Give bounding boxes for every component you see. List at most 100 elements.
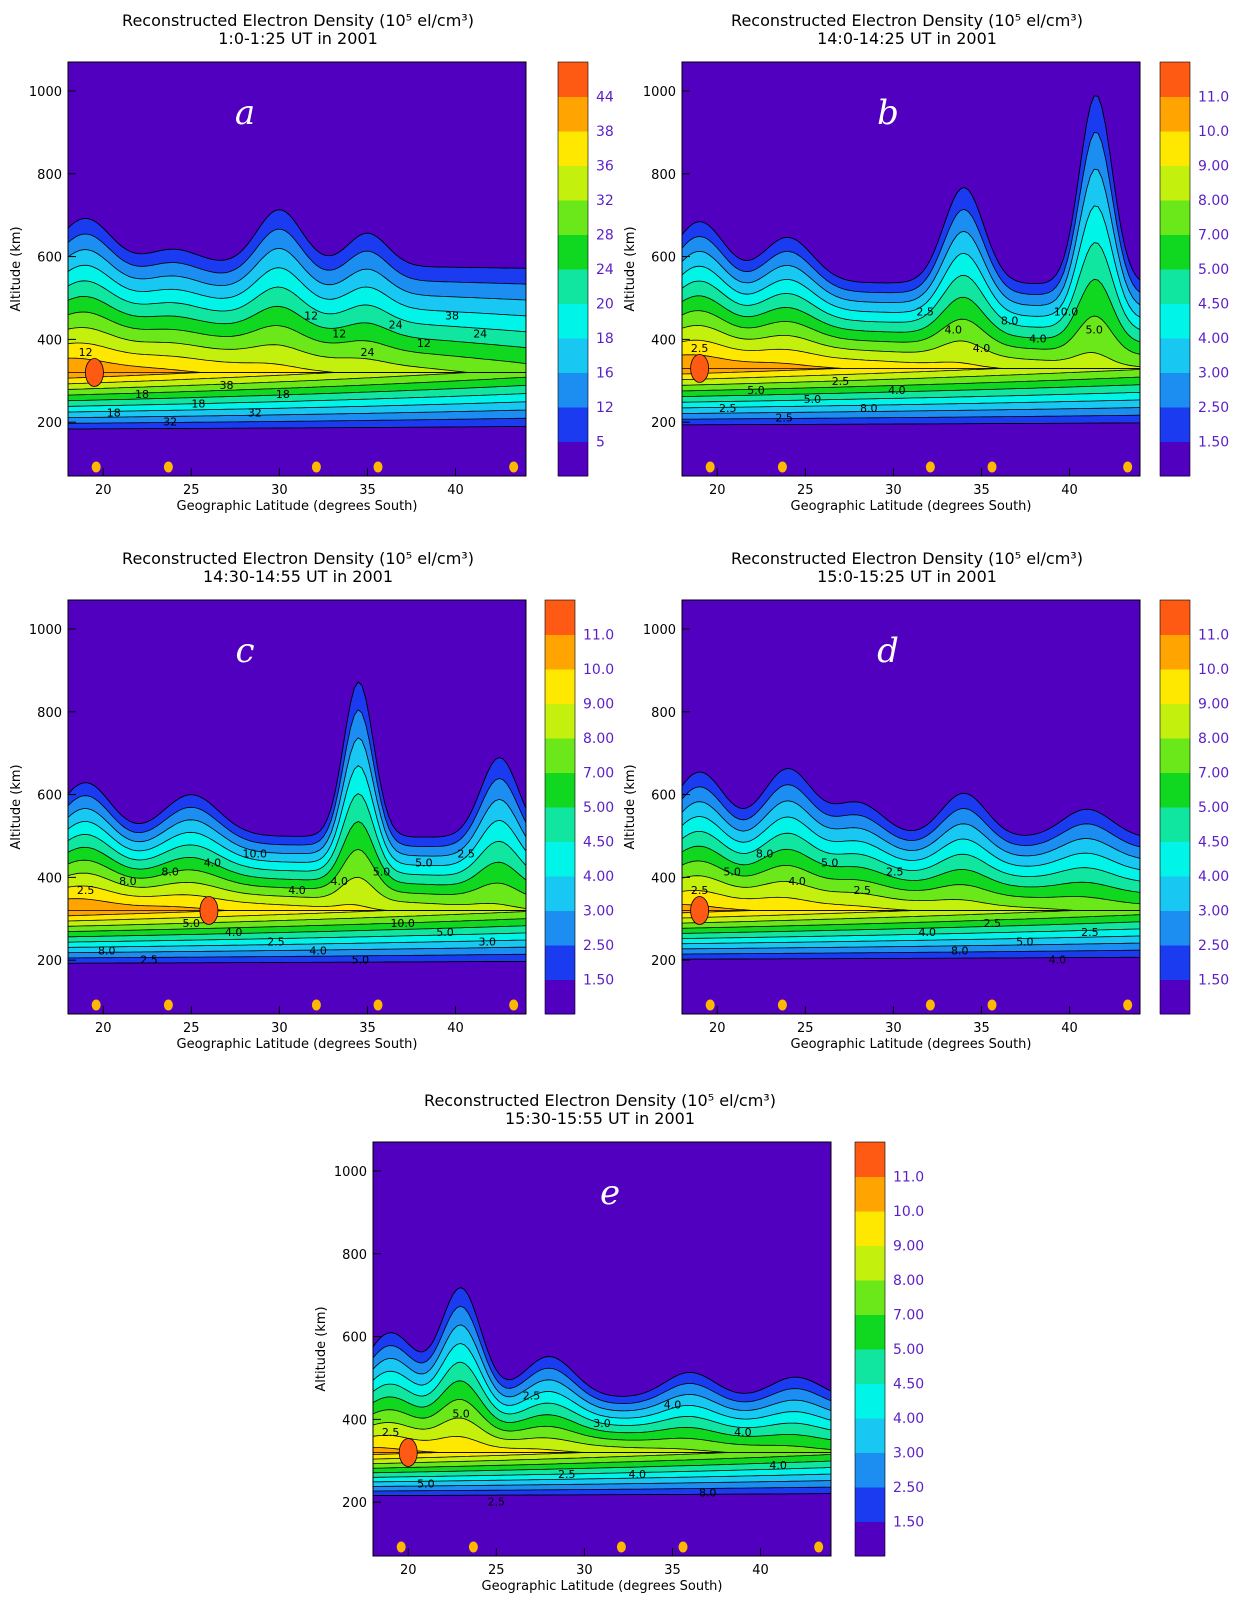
colorbar-segment [855, 1314, 885, 1350]
colorbar-label: 4.00 [1198, 869, 1229, 885]
x-tick-label: 20 [709, 1021, 726, 1036]
contour-label: 2.5 [984, 917, 1002, 930]
colorbar-label: 44 [596, 90, 614, 106]
panel-a: Reconstructed Electron Density (10⁵ el/c… [9, 11, 614, 514]
colorbar-label: 7.00 [893, 1308, 924, 1324]
colorbar-label: 9.00 [583, 697, 614, 713]
colorbar-label: 38 [596, 124, 614, 140]
contour-label: 2.5 [457, 848, 475, 861]
colorbar-label: 7.00 [1198, 228, 1229, 244]
station-marker [705, 999, 715, 1011]
colorbar-segment [1160, 876, 1190, 911]
station-marker [925, 999, 935, 1011]
colorbar-label: 4.00 [1198, 331, 1229, 347]
colorbar-label: 2.50 [893, 1480, 924, 1496]
colorbar-label: 18 [596, 331, 614, 347]
y-axis-label: Altitude (km) [314, 1306, 329, 1391]
colorbar-label: 3.00 [1198, 366, 1229, 382]
x-tick-label: 20 [400, 1563, 417, 1578]
colorbar-label: 9.00 [893, 1239, 924, 1255]
contour-label: 12 [79, 346, 93, 359]
contour-label: 10.0 [390, 917, 415, 930]
colorbar-segment [1160, 269, 1190, 304]
panel-c: Reconstructed Electron Density (10⁵ el/c… [9, 549, 614, 1052]
plot-frame [681, 61, 1141, 477]
colorbar-segment [545, 600, 575, 635]
contour-label: 12 [417, 337, 431, 350]
contour-label: 5.0 [436, 926, 454, 939]
colorbar-label: 10.0 [1198, 662, 1229, 678]
colorbar-segment [545, 876, 575, 911]
colorbar-label: 1.50 [583, 973, 614, 989]
colorbar-label: 4.00 [893, 1411, 924, 1427]
colorbar-segment [545, 772, 575, 808]
colorbar-segment [855, 1383, 885, 1419]
contour-label: 2.5 [886, 866, 904, 879]
x-axis-label: Geographic Latitude (degrees South) [791, 1037, 1032, 1052]
colorbar-segment [855, 1142, 885, 1177]
contour-label: 8.0 [860, 402, 878, 415]
contour-label: 5.0 [747, 384, 765, 397]
x-tick-label: 30 [576, 1563, 593, 1578]
colorbar-label: 4.50 [1198, 297, 1229, 313]
y-tick-label: 600 [651, 789, 676, 804]
colorbar-label: 10.0 [893, 1204, 924, 1220]
contour-label: 2.5 [267, 935, 285, 948]
density-peak [398, 1438, 418, 1467]
colorbar-segment [545, 634, 575, 670]
chart-title: Reconstructed Electron Density (10⁵ el/c… [122, 549, 474, 568]
x-tick-label: 25 [488, 1563, 505, 1578]
station-marker [777, 999, 787, 1011]
panel-letter: a [235, 93, 255, 133]
panel-b: Reconstructed Electron Density (10⁵ el/c… [623, 11, 1229, 514]
y-tick-label: 400 [651, 333, 676, 348]
contour-label: 4.0 [628, 1468, 646, 1481]
contour-label: 4.0 [973, 342, 991, 355]
x-tick-label: 35 [359, 1021, 376, 1036]
chart-title: Reconstructed Electron Density (10⁵ el/c… [424, 1091, 776, 1110]
station-marker [373, 999, 383, 1011]
colorbar-frame [544, 599, 576, 1015]
x-tick-label: 20 [95, 483, 112, 498]
contour-label: 38 [220, 379, 234, 392]
colorbar-segment [1160, 372, 1190, 408]
contour-label: 12 [332, 328, 346, 341]
colorbar-label: 7.00 [1198, 766, 1229, 782]
colorbar-segment [855, 1245, 885, 1281]
x-tick-label: 25 [797, 483, 814, 498]
plot-area: 2.5 4.0 5.0 8.0 8.0 2.5 4.0 5.0 5.0 4.0 2.5 2.5 2.5 [682, 600, 1140, 1014]
y-tick-label: 600 [37, 789, 62, 804]
colorbar-label: 4.00 [583, 869, 614, 885]
colorbar-segment [558, 407, 588, 442]
contour-label: 5.0 [452, 1408, 470, 1421]
y-tick-label: 1000 [643, 85, 676, 100]
density-peak [199, 896, 219, 925]
y-tick-label: 800 [342, 1248, 367, 1263]
colorbar-label: 1.50 [1198, 435, 1229, 451]
y-tick-label: 200 [651, 416, 676, 431]
y-axis-label: Altitude (km) [623, 226, 638, 311]
x-tick-label: 40 [447, 1021, 464, 1036]
colorbar-segment [558, 200, 588, 235]
colorbar-label: 5.00 [583, 800, 614, 816]
contour-label: 5.0 [1016, 935, 1034, 948]
y-tick-label: 1000 [643, 623, 676, 638]
y-tick-label: 200 [37, 416, 62, 431]
x-tick-label: 35 [973, 1021, 990, 1036]
colorbar-label: 11.0 [893, 1170, 924, 1186]
station-marker [777, 461, 787, 473]
colorbar-segment [545, 841, 575, 877]
station-marker [91, 461, 101, 473]
x-tick-label: 40 [752, 1563, 769, 1578]
contour-label: 12 [304, 310, 318, 323]
y-tick-label: 600 [37, 251, 62, 266]
colorbar-label: 2.50 [1198, 938, 1229, 954]
density-peak [85, 358, 104, 387]
contour-label: 5.0 [373, 866, 391, 879]
colorbar-segment [558, 62, 588, 97]
contour-label: 8.0 [951, 944, 969, 957]
colorbar-segment [855, 1521, 885, 1557]
colorbar-label: 1.50 [1198, 973, 1229, 989]
colorbar-label: 11.0 [1198, 628, 1229, 644]
contour-label: 3.0 [478, 935, 496, 948]
